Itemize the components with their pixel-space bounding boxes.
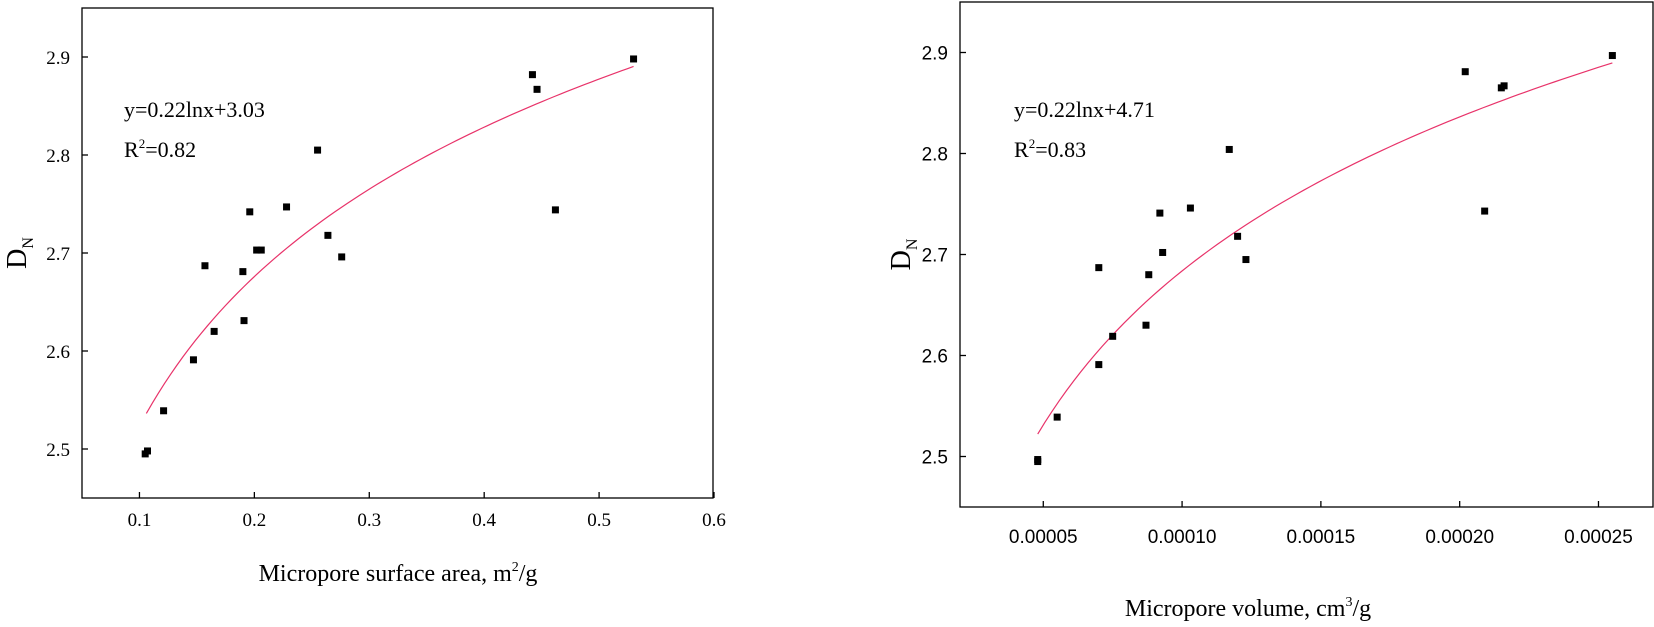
data-point xyxy=(1145,271,1153,279)
data-point xyxy=(210,327,218,335)
data-point xyxy=(160,407,168,415)
chart-1: 2.5 2.6 2.7 2.8 2.9 0.1 0.2 0.3 0.4 0.5 0.6 y=0.22l… xyxy=(2,7,726,587)
x-axis-label-tail: /g xyxy=(1352,596,1371,622)
data-point xyxy=(1142,321,1150,329)
data-point xyxy=(1186,204,1194,212)
data-point xyxy=(1481,207,1489,215)
x-tick-label: 0.4 xyxy=(472,510,496,531)
y-axis-label-sub: N xyxy=(20,237,37,249)
y-axis-label: DN xyxy=(886,238,921,270)
r-squared-value: =0.83 xyxy=(1035,137,1086,162)
r-squared-value: =0.82 xyxy=(145,137,196,162)
fit-equation: y=0.22lnx+3.03 xyxy=(124,97,265,122)
data-point xyxy=(1034,456,1042,464)
data-point xyxy=(189,356,197,364)
y-tick-label: 2.5 xyxy=(46,440,70,461)
y-axis-label-sub: N xyxy=(904,238,921,250)
data-point xyxy=(201,262,209,270)
y-axis-label-main: D xyxy=(886,250,917,270)
data-point xyxy=(257,246,265,254)
x-axis-label-main: Micropore volume, cm xyxy=(1125,596,1346,622)
data-point xyxy=(1500,82,1508,90)
plot-frame xyxy=(81,7,714,499)
data-point xyxy=(324,231,332,239)
r-squared-sup: 2 xyxy=(139,136,146,151)
x-axis-label: Micropore volume, cm3/g xyxy=(1125,595,1371,622)
y-tick-label: 2.6 xyxy=(922,347,948,368)
plot-frame xyxy=(959,1,1654,508)
data-point xyxy=(1156,209,1164,217)
data-point xyxy=(314,146,322,154)
r-squared: R2=0.83 xyxy=(1014,136,1086,162)
r-squared: R2=0.82 xyxy=(124,136,196,162)
data-point xyxy=(1159,248,1167,256)
data-point xyxy=(1225,145,1233,153)
y-tick-label: 2.6 xyxy=(46,342,70,363)
data-point xyxy=(528,71,536,79)
data-point xyxy=(143,447,151,455)
y-tick-label: 2.5 xyxy=(922,448,948,469)
y-tick-label: 2.7 xyxy=(46,244,70,265)
data-point xyxy=(283,203,291,211)
x-axis-label-tail: /g xyxy=(519,561,538,587)
y-tick-label: 2.9 xyxy=(46,48,70,69)
x-axis-label-sup: 3 xyxy=(1345,595,1352,610)
x-axis-label: Micropore surface area, m2/g xyxy=(259,560,538,587)
data-point xyxy=(1608,52,1616,60)
fit-equation: y=0.22lnx+4.71 xyxy=(1014,97,1155,122)
data-point xyxy=(533,85,541,93)
y-tick-label: 2.7 xyxy=(922,246,948,267)
fit-curve xyxy=(1037,62,1613,435)
data-point xyxy=(1053,413,1061,421)
x-axis-label-sup: 2 xyxy=(512,560,519,575)
y-tick-label: 2.8 xyxy=(922,145,948,166)
y-axis-label: DN xyxy=(2,237,37,269)
data-point xyxy=(240,317,248,325)
x-tick-label: 0.00025 xyxy=(1564,527,1633,548)
r-squared-prefix: R xyxy=(124,137,139,162)
data-point xyxy=(1242,256,1250,264)
x-tick-label: 0.1 xyxy=(128,510,152,531)
x-tick-label: 0.3 xyxy=(357,510,381,531)
data-point xyxy=(253,246,261,254)
x-tick-label: 0.00010 xyxy=(1148,527,1217,548)
chart-2: 2.5 2.6 2.7 2.8 2.9 0.00005 0.00010 0.00015 0.00… xyxy=(886,1,1654,622)
data-point xyxy=(1109,332,1117,340)
data-point xyxy=(1095,361,1103,369)
x-tick-label: 0.00020 xyxy=(1425,527,1494,548)
x-tick-label: 0.00015 xyxy=(1287,527,1356,548)
data-point xyxy=(630,55,638,63)
fit-curve xyxy=(145,65,634,414)
r-squared-prefix: R xyxy=(1014,137,1029,162)
r-squared-sup: 2 xyxy=(1029,136,1036,151)
data-point xyxy=(246,208,254,216)
data-point xyxy=(1234,232,1242,240)
data-point xyxy=(239,268,247,276)
x-tick-label: 0.6 xyxy=(702,510,726,531)
y-tick-label: 2.8 xyxy=(46,146,70,167)
y-tick-label: 2.9 xyxy=(922,44,948,65)
data-point xyxy=(338,253,346,261)
y-axis-label-main: D xyxy=(2,249,33,269)
data-point xyxy=(1461,68,1469,76)
x-tick-label: 0.5 xyxy=(587,510,611,531)
data-point xyxy=(1095,264,1103,272)
x-axis-label-main: Micropore surface area, m xyxy=(259,561,513,587)
data-point xyxy=(551,206,559,214)
x-tick-label: 0.00005 xyxy=(1009,527,1078,548)
x-tick-label: 0.2 xyxy=(242,510,266,531)
